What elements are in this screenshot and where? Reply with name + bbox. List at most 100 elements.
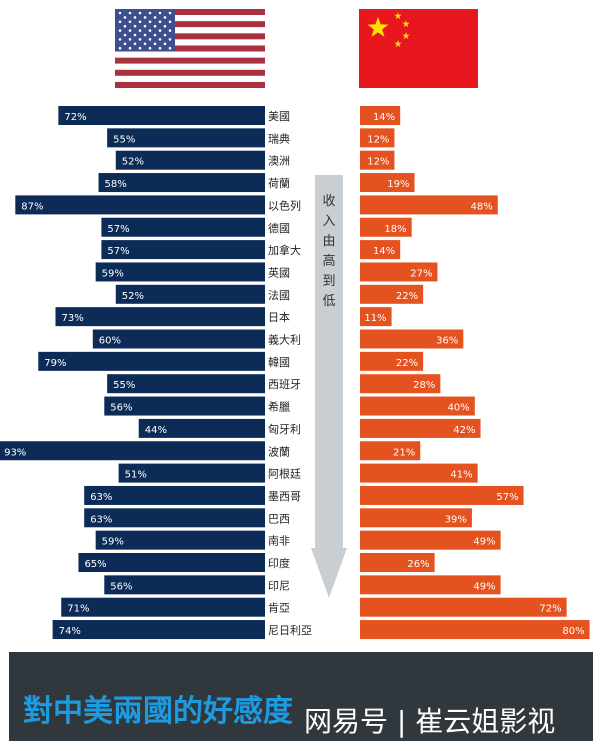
china-value-label: 80% [562,626,584,637]
country-label: 澳洲 [268,155,290,168]
income-arrow: 收入由高到低 [311,175,347,598]
country-label: 加拿大 [268,243,301,257]
china-value-label: 22% [396,291,418,302]
us-flag-star [118,11,122,15]
us-bar [101,240,265,260]
us-value-label: 55% [113,380,135,391]
country-label: 義大利 [268,333,301,347]
us-value-label: 79% [44,358,66,369]
us-flag-star [133,16,137,19]
us-flag-star [143,16,147,19]
us-flag-stripe [115,39,265,46]
us-value-label: 57% [107,224,129,235]
us-flag-star [123,33,127,37]
country-label: 日本 [268,310,290,324]
china-value-label: 72% [539,604,561,615]
china-value-label: 49% [473,537,495,548]
us-flag-star [118,29,122,32]
country-label: 以色列 [268,198,301,212]
us-flag-star [143,24,147,28]
china-bar [360,351,424,371]
us-flag-star [168,38,172,41]
china-value-label: 14% [373,112,395,123]
us-flag-stripe [115,21,265,28]
us-value-label: 63% [90,514,112,525]
china-bar [360,463,478,483]
china-bar [360,284,424,304]
us-value-label: 52% [122,291,144,302]
china-flag-small-star [394,12,402,20]
china-bar [360,530,501,550]
us-value-label: 44% [145,425,167,436]
us-bar [104,396,265,416]
us-flag-star [148,46,152,50]
us-flag-stripe [115,27,265,34]
us-flag-stripe [115,63,265,70]
us-flag-star [148,20,152,24]
china-value-label: 19% [387,179,409,190]
china-bar [360,173,415,193]
us-flag-star [158,29,162,32]
country-label: 巴西 [268,512,290,525]
china-value-label: 26% [407,559,429,570]
country-label: 阿根廷 [268,467,301,481]
us-flag-star [123,24,127,28]
us-flag-star [168,46,172,50]
us-bar [115,150,265,170]
arrow-head [311,548,347,598]
china-bar [360,418,481,438]
china-value-label: 22% [396,358,418,369]
us-flag-star [128,29,132,32]
us-flag-star [133,33,137,37]
china-value-label: 21% [393,447,415,458]
china-bar [360,150,395,170]
us-bar [118,463,265,483]
us-bar [84,508,265,528]
china-bar [360,553,435,572]
us-bar [38,351,265,371]
country-label: 匈牙利 [268,422,301,436]
china-value-label: 12% [367,134,389,145]
china-bar [360,195,498,215]
country-label: 美國 [268,110,290,123]
us-flag-star [168,20,172,24]
us-flag-stripe [115,69,265,76]
us-value-label: 58% [105,179,127,190]
china-bar [360,485,524,505]
us-bar [61,597,266,617]
us-flag-star [158,46,162,50]
us-value-label: 52% [122,157,144,168]
country-label: 波蘭 [268,445,290,458]
us-flag-star [148,11,152,15]
us-flag-star [153,33,157,37]
china-bar [360,508,472,528]
us-value-label: 73% [61,313,83,324]
china-value-label: 40% [448,403,470,414]
us-flag-stripe [115,9,265,16]
china-bar [360,396,475,416]
china-value-label: 39% [445,514,467,525]
china-flag-big-star [367,17,389,37]
china-bar [360,128,395,148]
china-value-label: 57% [496,492,518,503]
us-flag-canton [115,9,175,52]
us-flag-stripe [115,45,265,52]
us-flag-star [148,38,152,41]
arrow-label-char: 低 [322,294,335,309]
us-value-label: 59% [102,268,124,279]
us-flag-star [128,46,132,50]
us-bar [84,485,265,505]
china-value-label: 18% [384,224,406,235]
us-bar [107,374,266,394]
us-bar [115,284,265,304]
arrow-label-char: 到 [322,274,335,289]
us-flag-star [138,38,142,41]
country-label: 墨西哥 [268,490,301,503]
arrow-label-char: 收 [322,194,335,209]
us-flag-star [138,11,142,15]
us-value-label: 56% [110,403,132,414]
chart-title: 對中美兩國的好感度 [23,694,293,729]
country-label: 南非 [268,535,290,548]
us-flag-stripe [115,51,265,58]
arrow-label-char: 高 [322,253,335,269]
